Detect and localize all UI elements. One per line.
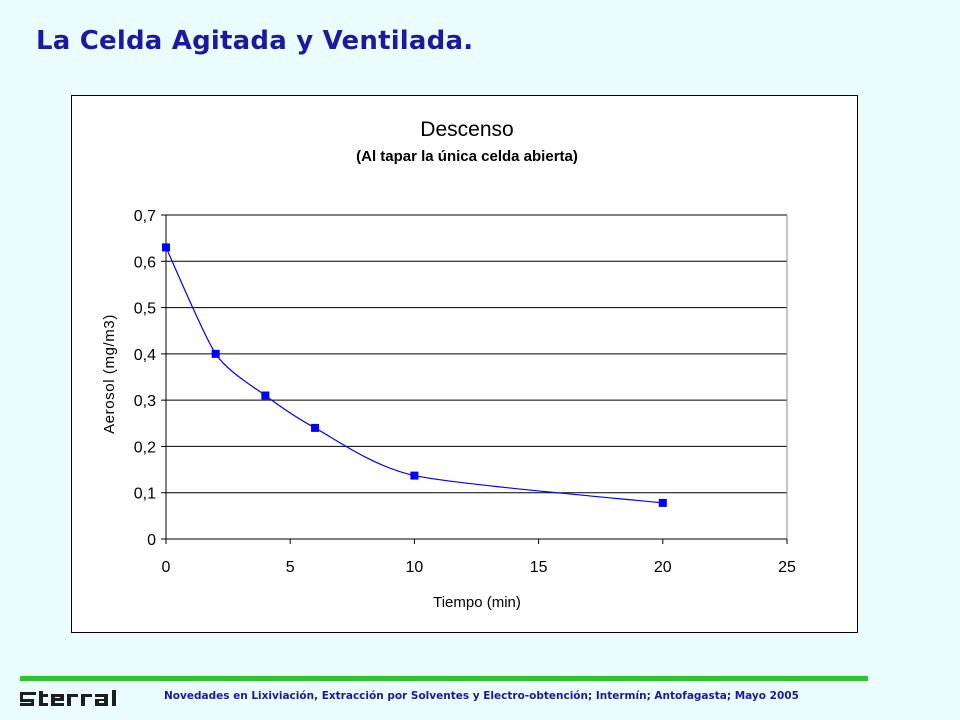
y-axis-label: Aerosol (mg/m3)	[101, 314, 118, 434]
x-tick-label: 20	[654, 559, 672, 576]
chart-area: Descenso (Al tapar la única celda abiert…	[71, 95, 858, 633]
data-point	[311, 423, 320, 432]
slide-title: La Celda Agitada y Ventilada.	[36, 26, 474, 56]
y-tick-label: 0,7	[134, 208, 156, 225]
y-tick-label: 0,4	[134, 347, 156, 364]
x-tick-label: 5	[286, 559, 295, 576]
footer-divider	[20, 676, 868, 681]
data-point	[410, 471, 419, 480]
y-tick-label: 0	[147, 532, 156, 549]
chart-svg: Descenso (Al tapar la única celda abiert…	[101, 118, 796, 611]
x-axis-label: Tiempo (min)	[433, 594, 521, 611]
x-tick-label: 15	[530, 559, 548, 576]
terral-logo	[20, 690, 116, 706]
data-point	[658, 498, 667, 507]
data-point	[162, 243, 170, 252]
x-tick-label: 25	[778, 559, 796, 576]
y-tick-label: 0,1	[134, 486, 156, 503]
x-tick-label: 0	[162, 559, 171, 576]
data-point	[211, 349, 220, 358]
y-tick-label: 0,2	[134, 439, 156, 456]
footer-caption: Novedades en Lixiviación, Extracción por…	[164, 690, 799, 702]
x-tick-label: 10	[406, 559, 424, 576]
chart-subtitle: (Al tapar la única celda abierta)	[356, 148, 578, 165]
series-line	[165, 247, 663, 504]
y-tick-label: 0,6	[134, 254, 156, 271]
y-tick-label: 0,5	[134, 301, 156, 318]
chart-title: Descenso	[420, 118, 513, 141]
y-tick-label: 0,3	[134, 393, 156, 410]
data-point	[261, 391, 270, 400]
